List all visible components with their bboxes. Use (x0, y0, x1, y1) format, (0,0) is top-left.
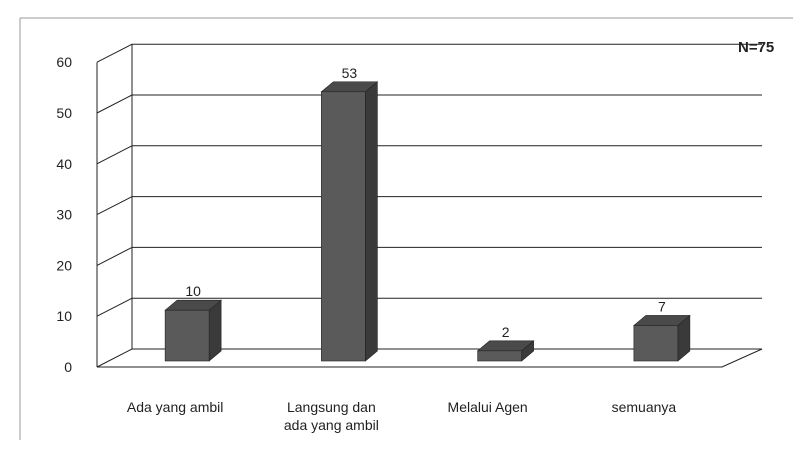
bar-side (365, 81, 378, 362)
y-tick-label: 30 (56, 207, 72, 223)
chart-border (19, 17, 793, 440)
x-tick-label-line: ada yang ambil (284, 417, 379, 433)
y-tick-label: 60 (56, 54, 72, 70)
x-tick-label-line: semuanya (612, 399, 677, 415)
data-label: 7 (658, 298, 666, 314)
x-tick-label-line: Langsung dan (287, 399, 376, 415)
gridline-side (96, 196, 133, 216)
x-tick-label-line: Melalui Agen (448, 399, 528, 415)
y-tick-label: 50 (56, 105, 72, 121)
bar (477, 350, 522, 362)
gridline-side (96, 94, 133, 114)
x-tick-label: semuanya (612, 399, 677, 415)
gridline-side (96, 246, 133, 266)
x-tick-label-line: Ada yang ambil (127, 399, 224, 415)
y-tick-label: 20 (56, 257, 72, 273)
grid-lines (96, 43, 763, 368)
bar (633, 325, 679, 362)
gridline-side (96, 297, 133, 317)
x-tick-label: Melalui Agen (448, 399, 528, 415)
gridline-side (96, 145, 133, 165)
bar (321, 91, 366, 362)
y-tick-label: 40 (56, 156, 72, 172)
bars: 10 53 2 7 (164, 65, 691, 362)
bar (164, 309, 210, 362)
y-tick-label: 0 (64, 359, 72, 375)
data-label: 53 (342, 65, 358, 81)
data-label: 10 (185, 283, 201, 299)
chart-floor (96, 348, 763, 368)
x-tick-label: Ada yang ambil (127, 399, 224, 415)
gridline-side (96, 43, 133, 63)
data-label: 2 (502, 324, 510, 340)
y-tick-label: 10 (56, 308, 72, 324)
y-axis: 0 10 20 30 40 50 60 (56, 54, 72, 375)
bar-side (208, 299, 222, 362)
x-tick-label: Langsung dan ada yang ambil (284, 399, 379, 433)
sample-size-annotation: N=75 (738, 39, 774, 56)
x-axis: Ada yang ambil Langsung dan ada yang ambil… (127, 399, 677, 433)
